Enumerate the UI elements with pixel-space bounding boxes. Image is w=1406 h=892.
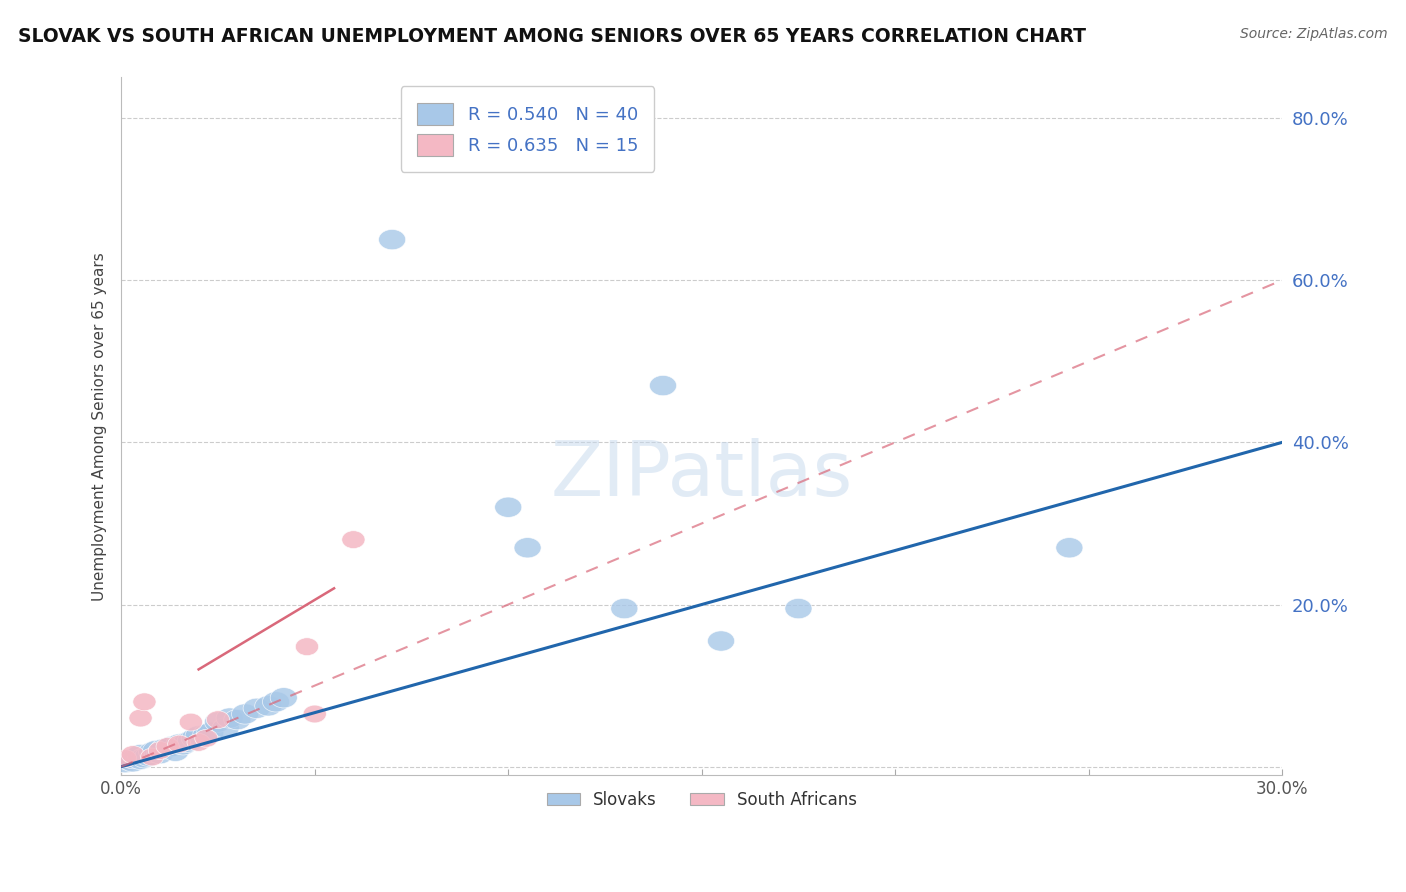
Ellipse shape (121, 746, 145, 764)
Ellipse shape (495, 497, 522, 517)
Ellipse shape (181, 728, 208, 748)
Ellipse shape (515, 538, 541, 558)
Ellipse shape (304, 705, 326, 723)
Ellipse shape (173, 732, 201, 753)
Ellipse shape (167, 735, 191, 753)
Ellipse shape (224, 709, 250, 730)
Ellipse shape (141, 748, 163, 766)
Text: ZIPatlas: ZIPatlas (551, 438, 853, 512)
Ellipse shape (212, 718, 239, 738)
Ellipse shape (111, 753, 139, 772)
Ellipse shape (129, 709, 152, 727)
Ellipse shape (195, 730, 218, 747)
Ellipse shape (342, 531, 366, 549)
Y-axis label: Unemployment Among Seniors over 65 years: Unemployment Among Seniors over 65 years (93, 252, 107, 600)
Legend: Slovaks, South Africans: Slovaks, South Africans (540, 784, 863, 815)
Ellipse shape (263, 691, 290, 712)
Ellipse shape (135, 746, 162, 766)
Ellipse shape (148, 741, 172, 759)
Ellipse shape (295, 638, 319, 656)
Ellipse shape (157, 736, 186, 756)
Ellipse shape (204, 712, 232, 732)
Ellipse shape (115, 750, 142, 771)
Ellipse shape (170, 735, 197, 755)
Ellipse shape (162, 741, 188, 762)
Ellipse shape (707, 631, 734, 651)
Ellipse shape (217, 708, 243, 728)
Ellipse shape (243, 698, 270, 718)
Ellipse shape (142, 740, 170, 761)
Ellipse shape (378, 229, 406, 250)
Ellipse shape (197, 723, 224, 743)
Ellipse shape (187, 733, 211, 751)
Ellipse shape (150, 739, 177, 759)
Ellipse shape (127, 745, 155, 764)
Ellipse shape (270, 688, 297, 708)
Ellipse shape (193, 724, 219, 745)
Ellipse shape (1056, 538, 1083, 558)
Ellipse shape (186, 726, 212, 746)
Ellipse shape (180, 714, 202, 731)
Ellipse shape (132, 693, 156, 711)
Ellipse shape (127, 749, 155, 770)
Ellipse shape (254, 696, 281, 716)
Text: Source: ZipAtlas.com: Source: ZipAtlas.com (1240, 27, 1388, 41)
Ellipse shape (207, 711, 229, 729)
Ellipse shape (120, 748, 146, 769)
Ellipse shape (177, 731, 204, 751)
Ellipse shape (785, 599, 813, 619)
Ellipse shape (131, 747, 157, 768)
Ellipse shape (650, 376, 676, 396)
Ellipse shape (114, 749, 136, 767)
Ellipse shape (139, 742, 166, 763)
Ellipse shape (156, 738, 180, 756)
Ellipse shape (232, 704, 259, 724)
Ellipse shape (124, 747, 150, 767)
Text: SLOVAK VS SOUTH AFRICAN UNEMPLOYMENT AMONG SENIORS OVER 65 YEARS CORRELATION CHA: SLOVAK VS SOUTH AFRICAN UNEMPLOYMENT AMO… (18, 27, 1087, 45)
Ellipse shape (146, 744, 173, 764)
Ellipse shape (166, 734, 193, 754)
Ellipse shape (120, 752, 146, 772)
Ellipse shape (610, 599, 638, 619)
